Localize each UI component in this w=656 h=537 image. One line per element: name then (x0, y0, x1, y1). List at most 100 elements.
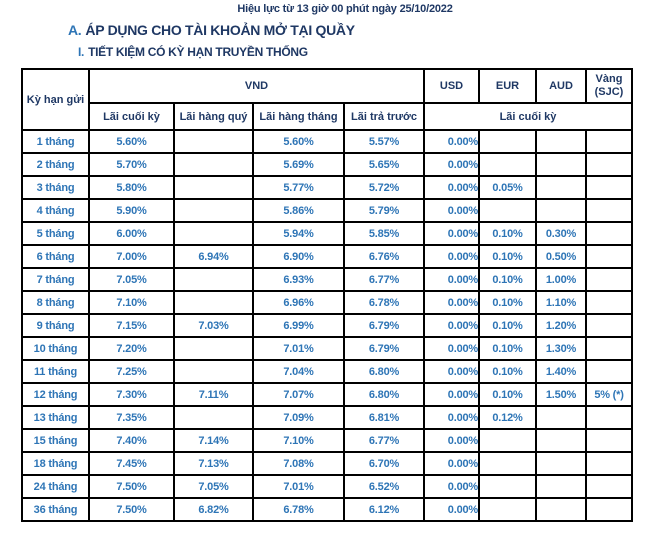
usd-rate-cell: 0.00% (423, 382, 480, 407)
term-cell: 12 tháng (21, 382, 90, 407)
gold-rate-cell (585, 451, 633, 476)
vnd-end-of-term-cell: 7.30% (88, 382, 175, 407)
vnd-quarterly-cell (173, 152, 254, 177)
vnd-prepaid-cell: 6.12% (343, 497, 425, 522)
gold-header-line2: (SJC) (594, 86, 624, 98)
usd-rate-cell: 0.00% (423, 221, 480, 246)
vnd-sub-header-monthly: Lãi hàng tháng (252, 102, 345, 131)
vnd-end-of-term-cell: 7.10% (88, 290, 175, 315)
usd-rate-cell: 0.00% (423, 175, 480, 200)
term-cell: 36 tháng (21, 497, 90, 522)
vnd-prepaid-cell: 6.79% (343, 336, 425, 361)
vnd-prepaid-cell: 5.57% (343, 129, 425, 154)
gold-rate-cell (585, 267, 633, 292)
gold-rate-cell (585, 359, 633, 384)
table-row: 3 tháng 5.80% 5.77% 5.72% 0.00% 0.05% (21, 175, 633, 200)
section-a-title: ÁP DỤNG CHO TÀI KHOẢN MỞ TẠI QUẦY (85, 22, 355, 38)
eur-rate-cell: 0.10% (478, 267, 537, 292)
vnd-end-of-term-cell: 5.60% (88, 129, 175, 154)
vnd-end-of-term-cell: 7.00% (88, 244, 175, 269)
gold-rate-cell (585, 474, 633, 499)
vnd-monthly-cell: 7.01% (252, 474, 345, 499)
table-row: 11 tháng 7.25% 7.04% 6.80% 0.00% 0.10% 1.40% (21, 359, 633, 384)
aud-rate-cell (535, 428, 587, 453)
vnd-quarterly-cell (173, 129, 254, 154)
term-cell: 8 tháng (21, 290, 90, 315)
vnd-end-of-term-cell: 5.90% (88, 198, 175, 223)
usd-rate-cell: 0.00% (423, 152, 480, 177)
vnd-monthly-cell: 6.78% (252, 497, 345, 522)
eur-column-header: EUR (478, 68, 537, 104)
eur-rate-cell: 0.10% (478, 221, 537, 246)
vnd-end-of-term-cell: 5.70% (88, 152, 175, 177)
vnd-quarterly-cell (173, 359, 254, 384)
usd-rate-cell: 0.00% (423, 244, 480, 269)
vnd-group-header: VND (88, 68, 425, 104)
vnd-prepaid-cell: 6.77% (343, 267, 425, 292)
vnd-quarterly-cell: 7.13% (173, 451, 254, 476)
eur-rate-cell: 0.10% (478, 290, 537, 315)
gold-rate-cell (585, 497, 633, 522)
vnd-prepaid-cell: 5.85% (343, 221, 425, 246)
vnd-quarterly-cell (173, 290, 254, 315)
vnd-prepaid-cell: 6.79% (343, 313, 425, 338)
eur-rate-cell (478, 152, 537, 177)
vnd-sub-header-end-of-term: Lãi cuối kỳ (88, 102, 175, 131)
aud-column-header: AUD (535, 68, 587, 104)
usd-rate-cell: 0.00% (423, 451, 480, 476)
vnd-monthly-cell: 6.99% (252, 313, 345, 338)
vnd-monthly-cell: 6.96% (252, 290, 345, 315)
vnd-monthly-cell: 5.77% (252, 175, 345, 200)
usd-rate-cell: 0.00% (423, 198, 480, 223)
vnd-monthly-cell: 7.04% (252, 359, 345, 384)
table-row: 5 tháng 6.00% 5.94% 5.85% 0.00% 0.10% 0.30% (21, 221, 633, 246)
term-cell: 4 tháng (21, 198, 90, 223)
vnd-end-of-term-cell: 7.20% (88, 336, 175, 361)
usd-rate-cell: 0.00% (423, 474, 480, 499)
vnd-quarterly-cell (173, 405, 254, 430)
table-row: 2 tháng 5.70% 5.69% 5.65% 0.00% (21, 152, 633, 177)
gold-rate-cell (585, 290, 633, 315)
usd-column-header: USD (423, 68, 480, 104)
vnd-quarterly-cell: 7.14% (173, 428, 254, 453)
vnd-monthly-cell: 7.01% (252, 336, 345, 361)
vnd-end-of-term-cell: 6.00% (88, 221, 175, 246)
section-i-heading: I. TIẾT KIỆM CÓ KỲ HẠN TRUYỀN THỐNG (78, 45, 308, 59)
vnd-prepaid-cell: 6.76% (343, 244, 425, 269)
eur-rate-cell (478, 198, 537, 223)
table-row: 8 tháng 7.10% 6.96% 6.78% 0.00% 0.10% 1.10% (21, 290, 633, 315)
gold-rate-cell (585, 175, 633, 200)
table-row: 10 tháng 7.20% 7.01% 6.79% 0.00% 0.10% 1.30% (21, 336, 633, 361)
aud-rate-cell (535, 405, 587, 430)
usd-rate-cell: 0.00% (423, 428, 480, 453)
term-cell: 15 tháng (21, 428, 90, 453)
vnd-end-of-term-cell: 7.25% (88, 359, 175, 384)
aud-rate-cell: 1.50% (535, 382, 587, 407)
vnd-prepaid-cell: 6.80% (343, 359, 425, 384)
vnd-quarterly-cell (173, 267, 254, 292)
eur-rate-cell: 0.10% (478, 359, 537, 384)
table-row: 9 tháng 7.15% 7.03% 6.99% 6.79% 0.00% 0.10% 1.2… (21, 313, 633, 338)
section-i-title: TIẾT KIỆM CÓ KỲ HẠN TRUYỀN THỐNG (88, 45, 308, 59)
vnd-quarterly-cell (173, 198, 254, 223)
vnd-monthly-cell: 7.09% (252, 405, 345, 430)
vnd-quarterly-cell: 7.05% (173, 474, 254, 499)
gold-rate-cell (585, 221, 633, 246)
vnd-monthly-cell: 6.93% (252, 267, 345, 292)
eur-rate-cell: 0.12% (478, 405, 537, 430)
vnd-monthly-cell: 6.90% (252, 244, 345, 269)
vnd-quarterly-cell (173, 221, 254, 246)
eur-rate-cell: 0.10% (478, 382, 537, 407)
vnd-prepaid-cell: 6.52% (343, 474, 425, 499)
vnd-quarterly-cell: 6.82% (173, 497, 254, 522)
vnd-prepaid-cell: 6.78% (343, 290, 425, 315)
term-cell: 7 tháng (21, 267, 90, 292)
vnd-end-of-term-cell: 5.80% (88, 175, 175, 200)
aud-rate-cell: 1.00% (535, 267, 587, 292)
table-row: 4 tháng 5.90% 5.86% 5.79% 0.00% (21, 198, 633, 223)
gold-rate-cell (585, 244, 633, 269)
fx-sub-header-end-of-term: Lãi cuối kỳ (423, 102, 633, 131)
vnd-prepaid-cell: 5.65% (343, 152, 425, 177)
vnd-prepaid-cell: 5.79% (343, 198, 425, 223)
vnd-prepaid-cell: 6.77% (343, 428, 425, 453)
